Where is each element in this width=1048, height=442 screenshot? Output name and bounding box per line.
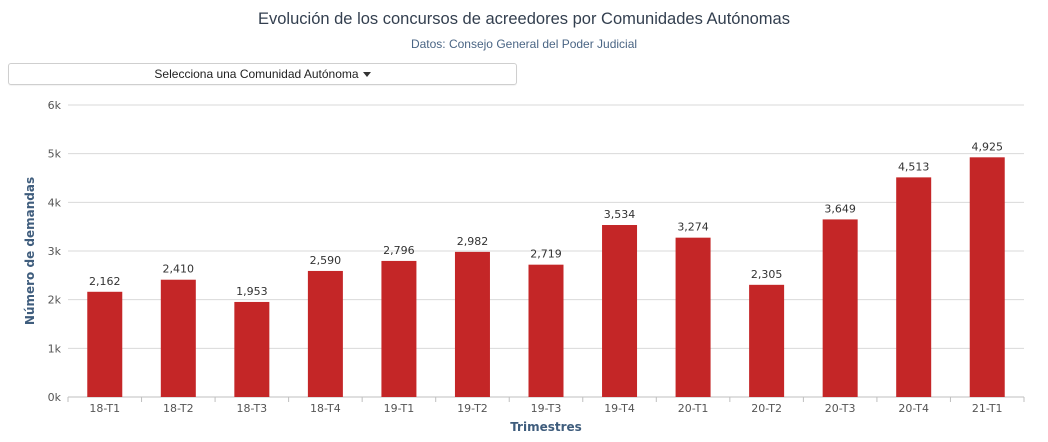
- y-tick-label: 3k: [48, 245, 62, 258]
- x-tick-label: 18-T2: [163, 402, 194, 415]
- data-label: 3,649: [824, 202, 856, 215]
- data-label: 4,925: [971, 140, 1003, 153]
- chart-subtitle: Datos: Consejo General del Poder Judicia…: [410, 37, 638, 51]
- y-tick-label: 5k: [48, 148, 62, 161]
- x-tick-label: 18-T1: [89, 402, 120, 415]
- chart-title: Evolución de los concursos de acreedores…: [258, 10, 790, 28]
- data-label: 4,513: [898, 160, 930, 173]
- data-label: 2,796: [383, 244, 415, 257]
- x-tick-label: 18-T4: [310, 402, 341, 415]
- bar: [749, 284, 785, 397]
- x-tick-label: 19-T1: [384, 402, 415, 415]
- bar: [896, 177, 932, 397]
- caret-down-icon: [362, 71, 371, 77]
- data-label: 2,162: [89, 275, 121, 288]
- data-label: 2,982: [457, 235, 489, 248]
- bar: [969, 157, 1005, 397]
- x-tick-label: 20-T1: [678, 402, 709, 415]
- y-tick-label: 6k: [48, 99, 62, 112]
- y-axis-title: Número de demandas: [23, 177, 37, 325]
- bar: [822, 219, 858, 397]
- x-tick-label: 20-T4: [898, 402, 929, 415]
- x-tick-label: 19-T2: [457, 402, 488, 415]
- x-tick-label: 21-T1: [972, 402, 1003, 415]
- bar: [87, 291, 123, 397]
- data-label: 2,590: [310, 254, 342, 267]
- x-tick-label: 19-T4: [604, 402, 635, 415]
- bar: [602, 225, 638, 397]
- data-label: 3,274: [677, 221, 709, 234]
- data-label: 3,534: [604, 208, 636, 221]
- data-label: 2,719: [530, 248, 562, 261]
- bar: [307, 270, 343, 397]
- x-tick-label: 20-T3: [825, 402, 856, 415]
- y-tick-label: 4k: [48, 196, 62, 209]
- region-select-label: Selecciona una Comunidad Autónoma: [154, 67, 359, 81]
- x-tick-label: 20-T2: [751, 402, 782, 415]
- y-tick-label: 1k: [48, 342, 62, 355]
- bar: [160, 279, 196, 397]
- data-label: 2,305: [751, 268, 783, 281]
- bar: [454, 251, 490, 397]
- x-tick-label: 19-T3: [531, 402, 562, 415]
- bar: [234, 301, 270, 397]
- x-axis-title: Trimestres: [510, 420, 582, 434]
- bar: [381, 260, 417, 397]
- x-tick-label: 18-T3: [237, 402, 268, 415]
- bar: [528, 264, 564, 397]
- region-select-dropdown[interactable]: Selecciona una Comunidad Autónoma: [8, 63, 517, 85]
- y-tick-label: 0k: [48, 391, 62, 404]
- data-label: 1,953: [236, 285, 268, 298]
- y-tick-label: 2k: [48, 294, 62, 307]
- bar: [675, 237, 711, 397]
- data-label: 2,410: [163, 263, 195, 276]
